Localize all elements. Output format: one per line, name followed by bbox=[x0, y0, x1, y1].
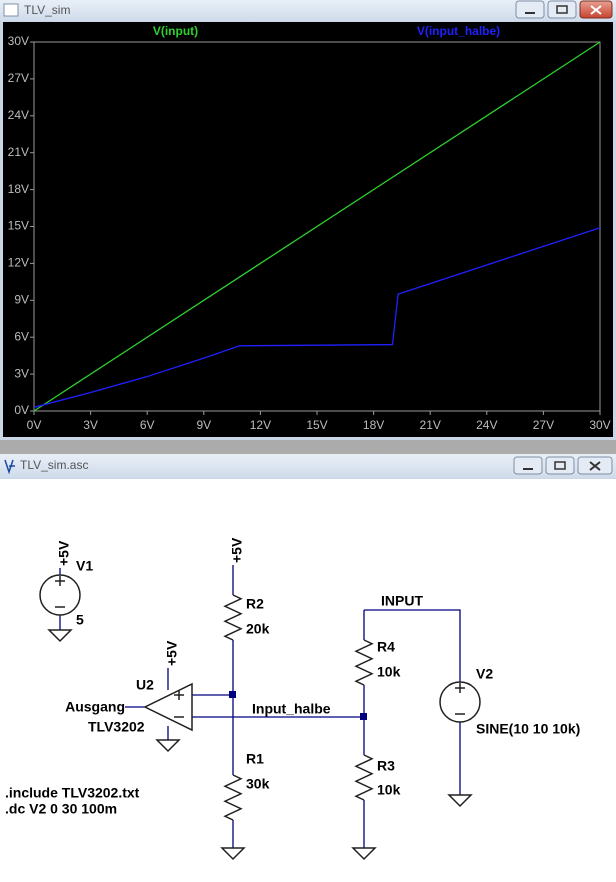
x-tick-label: 3V bbox=[83, 418, 98, 432]
component-name: V2 bbox=[476, 666, 493, 682]
y-tick-label: 30V bbox=[8, 34, 29, 48]
voltage-source bbox=[39, 574, 81, 616]
component-value: SINE(10 10 10k) bbox=[476, 721, 580, 737]
component-name: U2 bbox=[136, 677, 154, 693]
component-value: 10k bbox=[377, 664, 401, 680]
x-tick-label: 24V bbox=[476, 418, 497, 432]
opamp bbox=[143, 682, 193, 732]
voltage-source bbox=[439, 681, 481, 723]
net-label: +5V bbox=[164, 640, 180, 666]
component-name: R1 bbox=[246, 751, 264, 767]
junction bbox=[360, 713, 367, 720]
y-tick-label: 27V bbox=[8, 71, 29, 85]
maximize-button[interactable] bbox=[547, 0, 577, 19]
maximize-button[interactable] bbox=[545, 456, 575, 475]
x-tick-label: 0V bbox=[27, 418, 42, 432]
y-tick-label: 12V bbox=[8, 256, 29, 270]
junction bbox=[229, 691, 236, 698]
mdi-background bbox=[0, 440, 616, 454]
resistors bbox=[223, 594, 374, 821]
y-tick-label: 9V bbox=[14, 292, 29, 306]
y-tick-label: 6V bbox=[14, 329, 29, 343]
app-icon bbox=[3, 3, 19, 17]
x-tick-label: 30V bbox=[589, 418, 610, 432]
title-bar bbox=[0, 0, 616, 21]
window-title: TLV_sim bbox=[24, 3, 70, 17]
component-value: 30k bbox=[246, 776, 270, 792]
net-label: INPUT bbox=[381, 593, 423, 609]
y-tick-label: 0V bbox=[14, 403, 29, 417]
window-title: TLV_sim.asc bbox=[20, 458, 88, 472]
net-label: Input_halbe bbox=[252, 701, 331, 717]
chart: 0V 3V 6V 9V 12V 15V 18V 21V 24V 27V 30V 0V 3V 6V 9V 12V… bbox=[8, 24, 611, 432]
component-value: 10k bbox=[377, 782, 401, 798]
y-tick-label: 15V bbox=[8, 219, 29, 233]
component-name: V1 bbox=[76, 558, 93, 574]
minimize-button[interactable] bbox=[513, 456, 543, 475]
net-label: Ausgang bbox=[65, 699, 125, 715]
schematic-canvas bbox=[0, 479, 616, 877]
component-value: 5 bbox=[76, 612, 84, 628]
component-name: R4 bbox=[377, 639, 395, 655]
net-label: +5V bbox=[56, 540, 72, 566]
net-label: +5V bbox=[229, 537, 245, 563]
grounds bbox=[47, 629, 473, 861]
minimize-button[interactable] bbox=[515, 0, 545, 19]
series-line bbox=[33, 41, 601, 412]
window-buttons[interactable] bbox=[515, 0, 613, 19]
component-name: R3 bbox=[377, 758, 395, 774]
title-bar bbox=[0, 454, 616, 478]
series-line bbox=[33, 227, 601, 408]
x-tick-label: 6V bbox=[140, 418, 155, 432]
component-name: R2 bbox=[246, 596, 264, 612]
x-tick-label: 9V bbox=[196, 418, 211, 432]
x-tick-label: 12V bbox=[250, 418, 271, 432]
y-tick-label: 21V bbox=[8, 145, 29, 159]
spice-directive: .dc V2 0 30 100m bbox=[5, 801, 117, 817]
y-tick-label: 18V bbox=[8, 182, 29, 196]
x-tick-label: 18V bbox=[363, 418, 384, 432]
y-tick-label: 3V bbox=[14, 366, 29, 380]
x-tick-label: 21V bbox=[420, 418, 441, 432]
component-value: TLV3202 bbox=[88, 719, 145, 735]
spice-directive: .include TLV3202.txt bbox=[5, 785, 140, 801]
plot-pane bbox=[3, 22, 613, 437]
legend-entry: V(input_halbe) bbox=[417, 24, 500, 38]
x-tick-label: 27V bbox=[533, 418, 554, 432]
x-tick-label: 15V bbox=[306, 418, 327, 432]
app-icon bbox=[4, 459, 15, 475]
schematic: +5V V1 5 +5V R2 20k +5V U2 Ausgang TLV32… bbox=[5, 537, 580, 861]
window-buttons[interactable] bbox=[513, 456, 613, 475]
component-value: 20k bbox=[246, 621, 270, 637]
y-tick-label: 24V bbox=[8, 108, 29, 122]
legend-entry: V(input) bbox=[153, 24, 198, 38]
